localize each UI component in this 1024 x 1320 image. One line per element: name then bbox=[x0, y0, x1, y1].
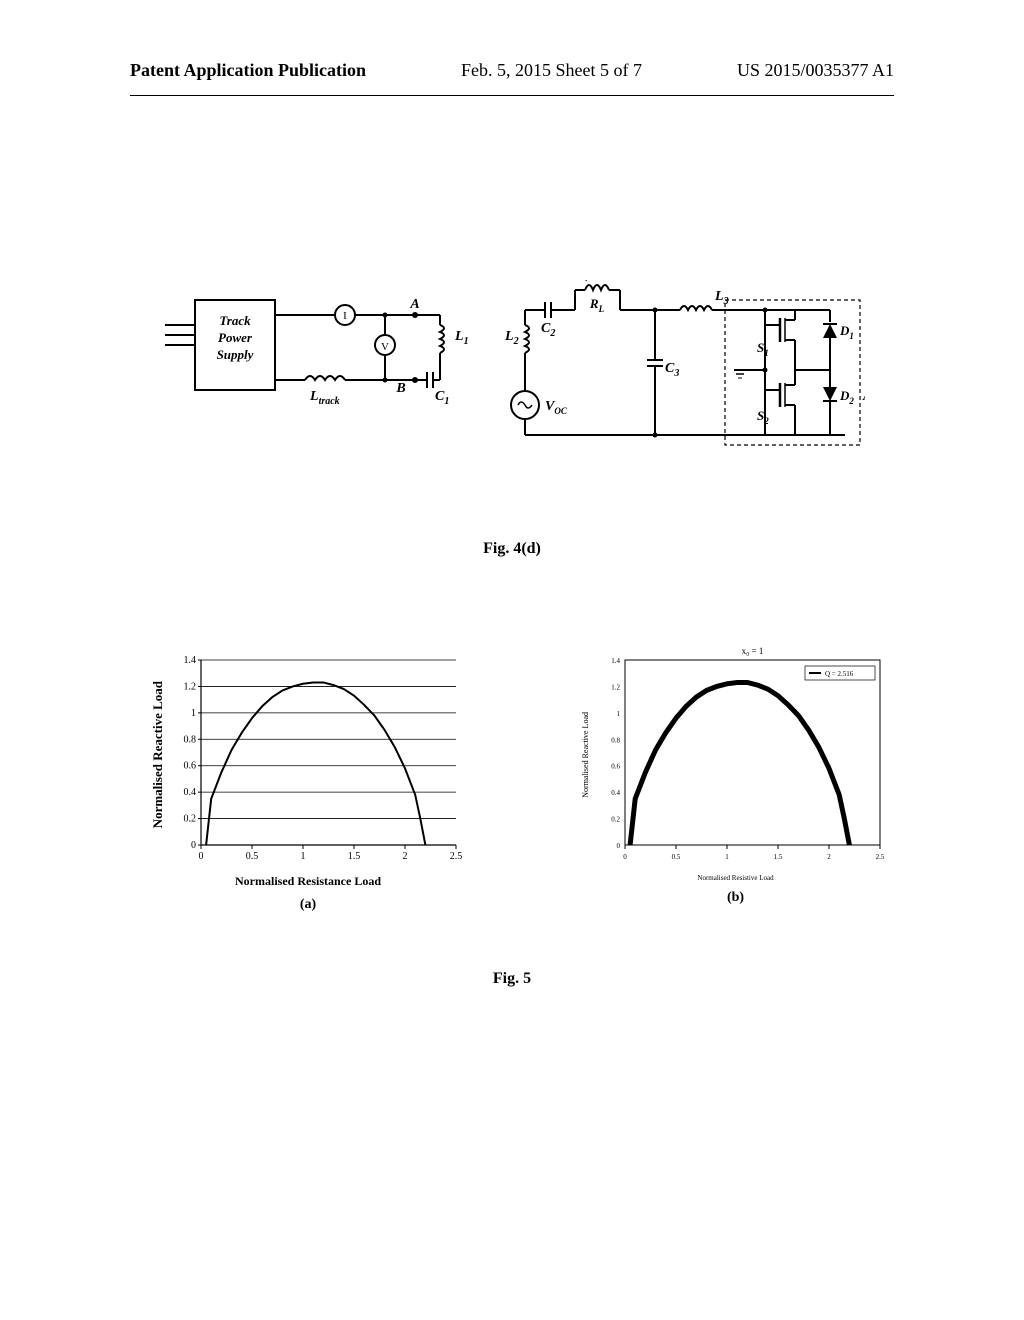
svg-text:0: 0 bbox=[623, 853, 627, 861]
svg-text:0.5: 0.5 bbox=[672, 853, 681, 861]
svg-text:C3: C3 bbox=[665, 361, 679, 379]
svg-text:AC switch: AC switch bbox=[862, 388, 865, 403]
svg-text:1: 1 bbox=[617, 710, 621, 718]
header-center: Feb. 5, 2015 Sheet 5 of 7 bbox=[461, 60, 642, 81]
header-left: Patent Application Publication bbox=[130, 60, 366, 81]
svg-text:1.4: 1.4 bbox=[184, 655, 197, 666]
svg-text:L1: L1 bbox=[454, 329, 469, 347]
chart-b-ylabel: Normalised Reactive Load bbox=[581, 712, 590, 798]
svg-text:2.5: 2.5 bbox=[876, 853, 885, 861]
svg-text:D2: D2 bbox=[839, 388, 854, 406]
svg-text:B: B bbox=[395, 381, 405, 396]
chart-a-sub: (a) bbox=[300, 897, 316, 913]
fig4d-caption: Fig. 4(d) bbox=[0, 540, 1024, 558]
header-divider bbox=[130, 95, 894, 96]
svg-text:1: 1 bbox=[725, 853, 729, 861]
svg-text:x₀ = 1: x₀ = 1 bbox=[742, 646, 764, 656]
svg-text:Power: Power bbox=[218, 330, 253, 345]
svg-text:S1: S1 bbox=[757, 340, 769, 358]
svg-text:Ltrack: Ltrack bbox=[309, 389, 340, 407]
svg-text:0.5: 0.5 bbox=[246, 851, 259, 862]
svg-text:0.8: 0.8 bbox=[611, 736, 620, 744]
svg-text:VOC: VOC bbox=[545, 399, 568, 416]
svg-text:L3: L3 bbox=[714, 289, 729, 307]
svg-text:0: 0 bbox=[191, 840, 196, 851]
fig5-charts: Normalised Reactive Load 0 0.2 0.4 0.6 0.8 1 1… bbox=[150, 640, 890, 940]
svg-text:1.4: 1.4 bbox=[611, 657, 620, 665]
svg-text:C2: C2 bbox=[541, 321, 555, 339]
svg-text:1: 1 bbox=[301, 851, 306, 862]
circuit-svg: 3 phase Track Power Supply I A Ltrack B … bbox=[165, 280, 865, 500]
svg-text:2.5: 2.5 bbox=[450, 851, 463, 862]
svg-text:0: 0 bbox=[199, 851, 204, 862]
svg-text:1.5: 1.5 bbox=[348, 851, 361, 862]
svg-text:0.4: 0.4 bbox=[611, 789, 620, 797]
chart-a-svg: 0 0.2 0.4 0.6 0.8 1 1.2 1.4 0 0.5 1 1.5 2 2.5 bbox=[166, 640, 466, 870]
svg-text:2: 2 bbox=[403, 851, 408, 862]
svg-text:S2: S2 bbox=[757, 408, 769, 426]
chart-b-sub: (b) bbox=[727, 890, 744, 906]
header-right: US 2015/0035377 A1 bbox=[737, 60, 894, 81]
svg-text:0.2: 0.2 bbox=[611, 816, 620, 824]
svg-text:1: 1 bbox=[191, 708, 196, 719]
svg-text:Supply: Supply bbox=[217, 347, 254, 362]
svg-text:1.2: 1.2 bbox=[611, 683, 620, 691]
chart-a-xlabel: Normalised Resistance Load bbox=[235, 874, 381, 889]
svg-text:0.4: 0.4 bbox=[184, 787, 197, 798]
chart-a-block: Normalised Reactive Load 0 0.2 0.4 0.6 0.8 1 1… bbox=[150, 640, 466, 913]
svg-text:1.5: 1.5 bbox=[774, 853, 783, 861]
fig5-caption: Fig. 5 bbox=[0, 970, 1024, 988]
chart-b-block: Normalised Reactive Load 0 0.2 0.4 0.6 0.8 1 1… bbox=[581, 640, 890, 906]
svg-text:1.2: 1.2 bbox=[184, 681, 197, 692]
chart-b-svg: 0 0.2 0.4 0.6 0.8 1 1.2 1.4 0 0.5 1 1.5 2 2.5 x₀ = 1 Q … bbox=[590, 640, 890, 870]
circuit-fig4d: 3 phase Track Power Supply I A Ltrack B … bbox=[165, 280, 865, 500]
svg-text:C1: C1 bbox=[435, 389, 449, 407]
svg-text:0: 0 bbox=[617, 842, 621, 850]
chart-a-ylabel: Normalised Reactive Load bbox=[150, 681, 166, 828]
svg-text:0.8: 0.8 bbox=[184, 734, 197, 745]
svg-text:V: V bbox=[381, 341, 389, 353]
page-header: Patent Application Publication Feb. 5, 2… bbox=[0, 60, 1024, 81]
svg-text:0.6: 0.6 bbox=[184, 761, 197, 772]
svg-text:0.6: 0.6 bbox=[611, 763, 620, 771]
chart-b-xlabel: Normalised Resistive Load bbox=[697, 874, 773, 882]
svg-text:L2: L2 bbox=[504, 329, 519, 347]
svg-text:RL: RL bbox=[589, 296, 605, 314]
svg-text:Track: Track bbox=[219, 313, 251, 328]
svg-text:D1: D1 bbox=[839, 323, 854, 341]
svg-text:2: 2 bbox=[827, 853, 831, 861]
svg-text:0.2: 0.2 bbox=[184, 814, 197, 825]
svg-text:I: I bbox=[343, 310, 347, 322]
svg-text:Q = 2.516: Q = 2.516 bbox=[825, 670, 854, 678]
svg-text:A: A bbox=[409, 297, 419, 312]
